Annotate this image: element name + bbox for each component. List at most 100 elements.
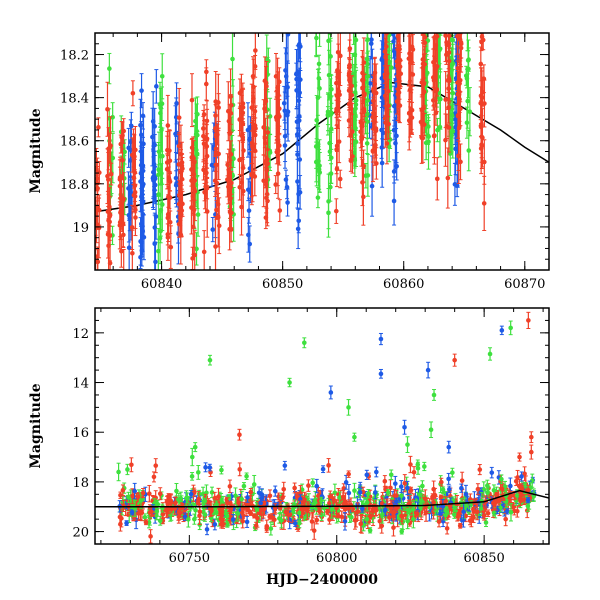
data-point <box>446 86 451 91</box>
data-point <box>201 112 207 117</box>
data-point <box>317 16 322 21</box>
data-point <box>464 120 470 125</box>
data-point <box>127 184 133 190</box>
data-point <box>379 523 385 529</box>
data-point <box>105 173 110 179</box>
data-point <box>482 101 487 106</box>
data-point <box>158 105 164 111</box>
data-point <box>314 35 319 41</box>
data-point <box>203 81 209 87</box>
data-point <box>437 46 443 52</box>
data-point <box>455 7 460 12</box>
data-point <box>467 109 473 114</box>
data-point <box>422 61 427 67</box>
data-point <box>420 135 426 141</box>
data-point <box>157 235 163 241</box>
data-point <box>250 144 255 150</box>
data-point <box>311 528 317 533</box>
data-point <box>213 126 218 132</box>
data-point <box>418 119 424 125</box>
data-point <box>450 61 456 66</box>
data-point <box>190 194 196 199</box>
data-point <box>367 81 373 86</box>
data-point <box>482 0 487 2</box>
y-tick-label: 18.6 <box>60 135 89 150</box>
data-point <box>326 199 331 204</box>
data-point <box>296 43 302 48</box>
data-point <box>437 2 442 7</box>
data-point <box>348 92 353 97</box>
data-point <box>481 76 487 82</box>
zoom-panel-ylabel: Magnitude <box>28 108 44 193</box>
data-point <box>450 37 455 43</box>
data-point <box>237 117 243 122</box>
data-point <box>384 97 389 102</box>
data-point <box>261 178 266 184</box>
data-point <box>129 225 135 230</box>
data-point <box>282 133 288 139</box>
data-point <box>458 159 463 165</box>
data-point <box>316 76 322 81</box>
y-tick-label: 18.8 <box>60 178 89 193</box>
x-tick-label: 60870 <box>504 277 545 292</box>
data-point <box>121 274 126 279</box>
data-point <box>334 166 340 172</box>
data-point <box>392 47 397 52</box>
data-point <box>458 41 464 47</box>
data-point <box>226 118 232 124</box>
data-point <box>189 97 195 103</box>
data-point <box>227 517 232 522</box>
data-point <box>133 215 138 220</box>
data-point <box>106 218 111 223</box>
data-point <box>263 98 269 104</box>
data-point <box>138 179 143 184</box>
data-point <box>284 23 289 28</box>
data-point <box>267 114 273 119</box>
data-point <box>246 208 252 213</box>
data-point <box>422 5 427 10</box>
data-point <box>365 73 371 79</box>
data-point <box>153 214 159 219</box>
data-point <box>353 37 359 43</box>
data-point <box>201 249 207 255</box>
x-tick-label: 60860 <box>383 277 424 292</box>
data-point <box>447 33 452 39</box>
data-point <box>202 189 207 195</box>
data-point <box>210 227 216 232</box>
data-point <box>168 296 173 301</box>
data-point <box>119 248 124 254</box>
data-point <box>176 115 182 120</box>
data-point <box>315 95 321 101</box>
data-point <box>446 50 452 55</box>
data-point <box>150 134 155 140</box>
data-point <box>434 176 440 182</box>
data-point <box>283 177 289 182</box>
data-point <box>348 158 354 164</box>
data-point <box>388 65 394 70</box>
data-point <box>230 56 235 62</box>
data-point <box>204 527 210 532</box>
data-point <box>262 78 268 84</box>
data-point <box>395 34 401 39</box>
data-point <box>450 129 456 134</box>
data-point <box>423 140 429 146</box>
data-point <box>481 201 487 206</box>
data-point <box>176 143 182 149</box>
data-point <box>395 86 401 92</box>
data-point <box>209 162 215 168</box>
data-point <box>384 71 390 76</box>
data-point <box>227 226 232 232</box>
data-point <box>252 174 258 179</box>
full-panel-data <box>95 311 549 544</box>
data-point <box>177 211 183 217</box>
data-point <box>328 54 333 59</box>
data-point <box>479 143 485 149</box>
data-point <box>368 514 373 519</box>
data-point <box>253 48 258 53</box>
data-point <box>397 15 402 20</box>
data-point <box>110 155 116 161</box>
data-point <box>347 76 352 82</box>
data-point <box>346 490 352 496</box>
data-point <box>126 245 132 251</box>
data-point <box>455 80 460 85</box>
